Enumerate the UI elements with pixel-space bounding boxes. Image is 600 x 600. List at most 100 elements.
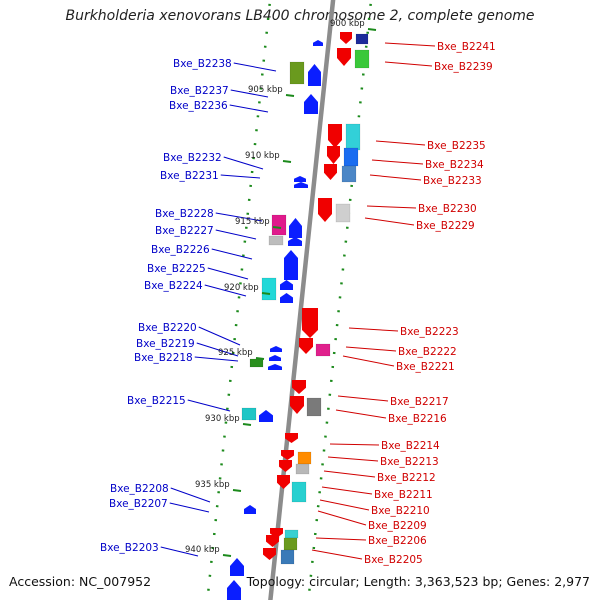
- gene-label-left[interactable]: Bxe_B2227: [155, 225, 214, 237]
- gene-label-right[interactable]: Bxe_B2216: [388, 413, 447, 425]
- guide-dots-left: [206, 0, 272, 600]
- gene-reverse-arrow: [302, 308, 318, 338]
- gene-labels[interactable]: Bxe_B2238 Bxe_B2237 Bxe_B2236 Bxe_B2232 Bxe_…: [100, 41, 496, 566]
- gene-reverse-arrow: [337, 48, 351, 66]
- gene-forward-arrow: [268, 364, 282, 370]
- leader-line-right: [369, 174, 422, 181]
- accession-text: Accession: NC_007952: [9, 574, 152, 589]
- gene-label-left[interactable]: Bxe_B2225: [147, 263, 206, 275]
- gene-box: [261, 277, 277, 301]
- gene-box: [341, 165, 357, 183]
- gene-forward-arrow: [227, 580, 241, 600]
- leader-line-left: [196, 342, 239, 357]
- scale-tick-label: 940 kbp: [185, 545, 220, 555]
- gene-label-right[interactable]: Bxe_B2233: [423, 175, 482, 187]
- gene-forward-arrow: [269, 355, 281, 361]
- leader-line-left: [198, 326, 241, 346]
- gene-box: [306, 397, 322, 417]
- gene-box: [291, 481, 307, 503]
- gene-label-right[interactable]: Bxe_B2235: [427, 140, 486, 152]
- leader-line-left: [194, 356, 239, 362]
- scale-tick-label: 935 kbp: [195, 480, 230, 490]
- gene-label-left[interactable]: Bxe_B2203: [100, 542, 159, 554]
- gene-reverse-arrow: [263, 548, 276, 560]
- genes: [227, 32, 370, 600]
- gene-label-right[interactable]: Bxe_B2222: [398, 346, 457, 358]
- leader-line-right: [384, 42, 436, 47]
- gene-label-right[interactable]: Bxe_B2213: [380, 456, 439, 468]
- gene-forward-arrow: [313, 40, 323, 46]
- gene-label-left[interactable]: Bxe_B2208: [110, 483, 169, 495]
- gene-label-right[interactable]: Bxe_B2229: [416, 220, 475, 232]
- scale-tick-label: 905 kbp: [248, 85, 283, 95]
- scale-tick-mark: [255, 357, 265, 360]
- gene-box: [315, 343, 331, 357]
- scale-tick-mark: [261, 292, 271, 295]
- scale-tick-label: 920 kbp: [224, 283, 259, 293]
- gene-forward-arrow: [294, 176, 306, 182]
- leader-line-left: [207, 267, 249, 280]
- gene-reverse-arrow: [266, 535, 279, 547]
- gene-label-right[interactable]: Bxe_B2212: [377, 472, 436, 484]
- leader-line-left: [215, 212, 263, 222]
- guide-dots-right: [307, 0, 373, 600]
- gene-reverse-arrow: [290, 396, 304, 414]
- gene-box: [241, 407, 257, 421]
- gene-label-right[interactable]: Bxe_B2221: [396, 361, 455, 373]
- leader-line-right: [371, 159, 424, 165]
- leader-line-left: [230, 89, 269, 98]
- gene-label-left[interactable]: Bxe_B2238: [173, 58, 232, 70]
- chromosome-backbone: [268, 0, 336, 600]
- scale-tick-mark: [222, 554, 232, 557]
- leader-line-right: [321, 486, 373, 495]
- gene-label-left[interactable]: Bxe_B2224: [144, 280, 203, 292]
- leader-line-right: [311, 549, 363, 560]
- scale-tick-label: 910 kbp: [245, 151, 280, 161]
- gene-label-left[interactable]: Bxe_B2228: [155, 208, 214, 220]
- scale-tick-mark: [367, 28, 377, 31]
- gene-forward-arrow: [294, 182, 308, 188]
- scale-ticks: 900 kbp 905 kbp 910 kbp 915 kbp 920 kbp 925 k…: [185, 19, 377, 557]
- gene-label-right[interactable]: Bxe_B2239: [434, 61, 493, 73]
- gene-reverse-arrow: [299, 338, 313, 354]
- gene-label-right[interactable]: Bxe_B2234: [425, 159, 484, 171]
- gene-label-left[interactable]: Bxe_B2236: [169, 100, 228, 112]
- leader-line-left: [170, 487, 211, 503]
- gene-label-right[interactable]: Bxe_B2210: [371, 505, 430, 517]
- leader-line-right: [384, 61, 433, 67]
- gene-box: [335, 203, 351, 223]
- leader-line-left: [233, 62, 277, 72]
- gene-label-right[interactable]: Bxe_B2209: [368, 520, 427, 532]
- gene-label-left[interactable]: Bxe_B2237: [170, 85, 229, 97]
- gene-reverse-arrow: [292, 380, 306, 394]
- gene-label-left[interactable]: Bxe_B2232: [163, 152, 222, 164]
- gene-label-left[interactable]: Bxe_B2218: [134, 352, 193, 364]
- gene-label-right[interactable]: Bxe_B2206: [368, 535, 427, 547]
- gene-label-left[interactable]: Bxe_B2207: [109, 498, 168, 510]
- gene-label-right[interactable]: Bxe_B2205: [364, 554, 423, 566]
- gene-reverse-arrow: [328, 124, 342, 148]
- gene-label-right[interactable]: Bxe_B2217: [390, 396, 449, 408]
- gene-label-right[interactable]: Bxe_B2223: [400, 326, 459, 338]
- gene-reverse-arrow: [277, 475, 290, 489]
- gene-box: [289, 61, 305, 85]
- gene-label-left[interactable]: Bxe_B2226: [151, 244, 210, 256]
- gene-label-right[interactable]: Bxe_B2214: [381, 440, 440, 452]
- gene-label-left[interactable]: Bxe_B2220: [138, 322, 197, 334]
- gene-label-left[interactable]: Bxe_B2231: [160, 170, 219, 182]
- leader-line-right: [342, 355, 395, 367]
- gene-label-left[interactable]: Bxe_B2219: [136, 338, 195, 350]
- gene-label-right[interactable]: Bxe_B2241: [437, 41, 496, 53]
- gene-box: [343, 147, 359, 167]
- gene-label-right[interactable]: Bxe_B2211: [374, 489, 433, 501]
- gene-label-right[interactable]: Bxe_B2230: [418, 203, 477, 215]
- guide-dots: [206, 0, 373, 600]
- leader-line-right: [364, 217, 415, 226]
- gene-label-left[interactable]: Bxe_B2215: [127, 395, 186, 407]
- leader-line-right: [335, 409, 387, 419]
- map-title: Burkholderia xenovorans LB400 chromosome…: [65, 8, 535, 24]
- leader-line-right: [323, 470, 376, 478]
- gene-forward-arrow: [289, 218, 302, 238]
- gene-forward-arrow: [284, 250, 298, 280]
- gene-reverse-arrow: [285, 433, 298, 443]
